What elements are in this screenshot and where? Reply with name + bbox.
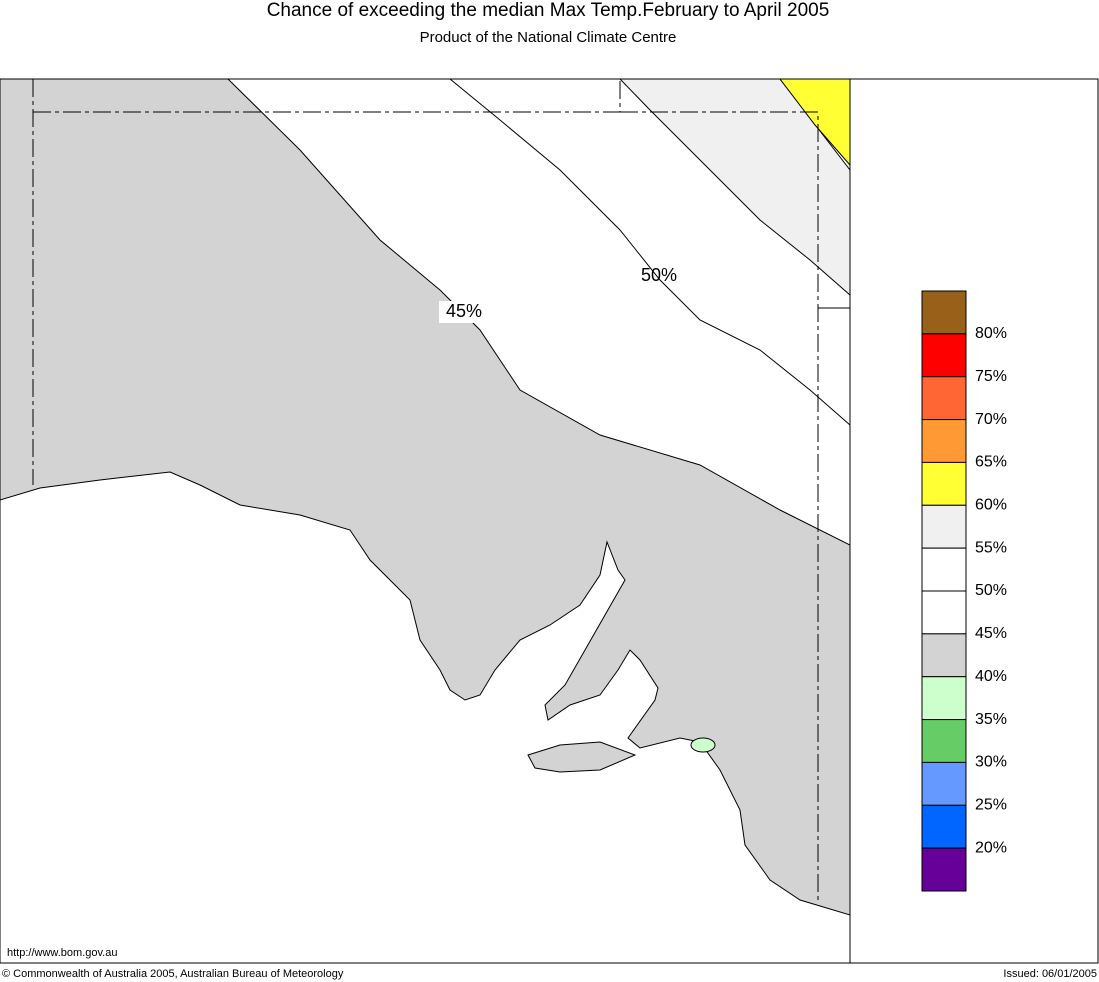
legend-label: 25% (975, 797, 1007, 814)
legend-label: 75% (975, 368, 1007, 385)
legend-swatch (921, 461, 967, 506)
subtitle: Product of the National Climate Centre (420, 29, 677, 46)
map: 45% 50% http://www.bom.gov.au (0, 78, 851, 964)
copyright: © Commonwealth of Australia 2005, Austra… (2, 968, 344, 980)
legend-label: 30% (975, 754, 1007, 771)
legend-swatch (921, 633, 967, 678)
issued: Issued: 06/01/2005 (1003, 968, 1097, 980)
legend: 80% 75% 70% 65% 60% 55% 50% 45% 40% 35% 30% 25% 20% (921, 290, 1007, 892)
border (620, 111, 819, 900)
legend-label: 65% (975, 454, 1007, 471)
land-35-40 (690, 737, 716, 753)
legend-swatch (921, 804, 967, 849)
legend-swatch (921, 547, 967, 592)
legend-label: 50% (975, 582, 1007, 599)
legend-label: 45% (975, 625, 1007, 642)
legend-swatch (921, 504, 967, 549)
title: Chance of exceeding the median Max Temp.… (267, 0, 830, 21)
contour-50 (449, 78, 851, 426)
legend-label: 70% (975, 411, 1007, 428)
legend-swatch (921, 719, 967, 763)
legend-label: 35% (975, 711, 1007, 728)
legend-label: 60% (975, 497, 1007, 514)
legend-label: 40% (975, 668, 1007, 685)
land-40-45 (0, 78, 851, 916)
legend-swatch (921, 590, 967, 635)
legend-swatch (921, 847, 967, 892)
legend-swatch (921, 290, 967, 335)
legend-label: 55% (975, 539, 1007, 556)
label-box (439, 301, 489, 323)
legend-swatch (921, 676, 967, 721)
legend-frame (849, 78, 1099, 964)
legend-label: 20% (975, 839, 1007, 856)
legend-swatch (921, 376, 967, 421)
legend-swatch (921, 761, 967, 806)
legend-swatch (921, 333, 967, 378)
contour-label: 45% (446, 301, 482, 321)
legend-label: 80% (975, 325, 1007, 342)
url: http://www.bom.gov.au (7, 947, 117, 959)
contour-label: 50% (641, 265, 677, 285)
island (527, 741, 637, 773)
legend-swatch (921, 419, 967, 463)
